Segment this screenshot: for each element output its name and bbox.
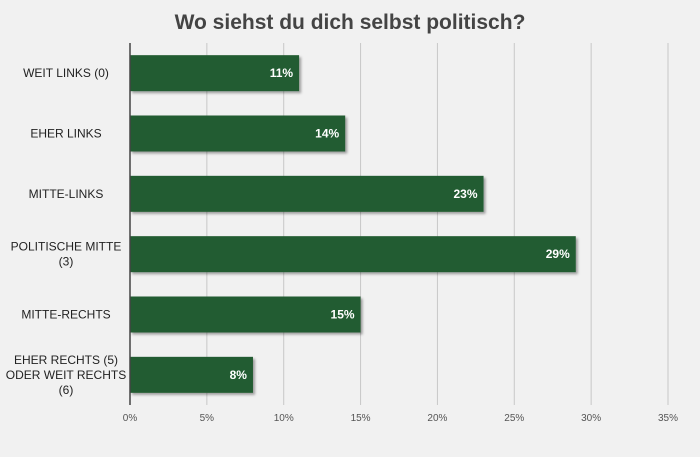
category-label: EHER RECHTS (5) ODER WEIT RECHTS (6) <box>6 353 126 397</box>
bar-value-label: 15% <box>331 308 355 322</box>
x-tick-label: 25% <box>504 413 524 424</box>
bar <box>130 356 253 393</box>
bar-value-label: 8% <box>230 368 248 382</box>
x-tick-label: 20% <box>427 413 447 424</box>
bar <box>130 55 300 92</box>
bars: 11% 14% 23% 29% 15% 8% <box>130 55 576 393</box>
bar <box>130 236 576 273</box>
category-labels: WEIT LINKS (0) EHER LINKS MITTE-LINKS POLIT… <box>6 66 126 397</box>
x-tick-label: 15% <box>351 413 371 424</box>
x-tick-label: 10% <box>274 413 294 424</box>
category-label: WEIT LINKS (0) <box>23 66 109 80</box>
chart-title: Wo siehst du dich selbst politisch? <box>175 11 526 34</box>
bar-value-label: 11% <box>270 66 294 80</box>
bar-value-label: 29% <box>546 247 570 261</box>
gridlines <box>206 43 669 405</box>
bar-value-label: 14% <box>315 127 339 141</box>
category-label: MITTE-RECHTS <box>21 308 110 322</box>
bar <box>130 296 361 333</box>
bar <box>130 175 484 212</box>
x-tick-label: 5% <box>200 413 215 424</box>
x-tick-labels: 0% 5% 10% 15% 20% 25% 30% 35% <box>123 413 678 424</box>
x-tick-label: 30% <box>581 413 601 424</box>
category-label: EHER LINKS <box>30 127 101 141</box>
category-label: POLITISCHE MITTE (3) <box>11 240 122 269</box>
x-tick-label: 0% <box>123 413 138 424</box>
x-tick-label: 35% <box>658 413 678 424</box>
bar-value-label: 23% <box>454 187 478 201</box>
bar <box>130 115 346 152</box>
category-label: MITTE-LINKS <box>29 187 104 201</box>
